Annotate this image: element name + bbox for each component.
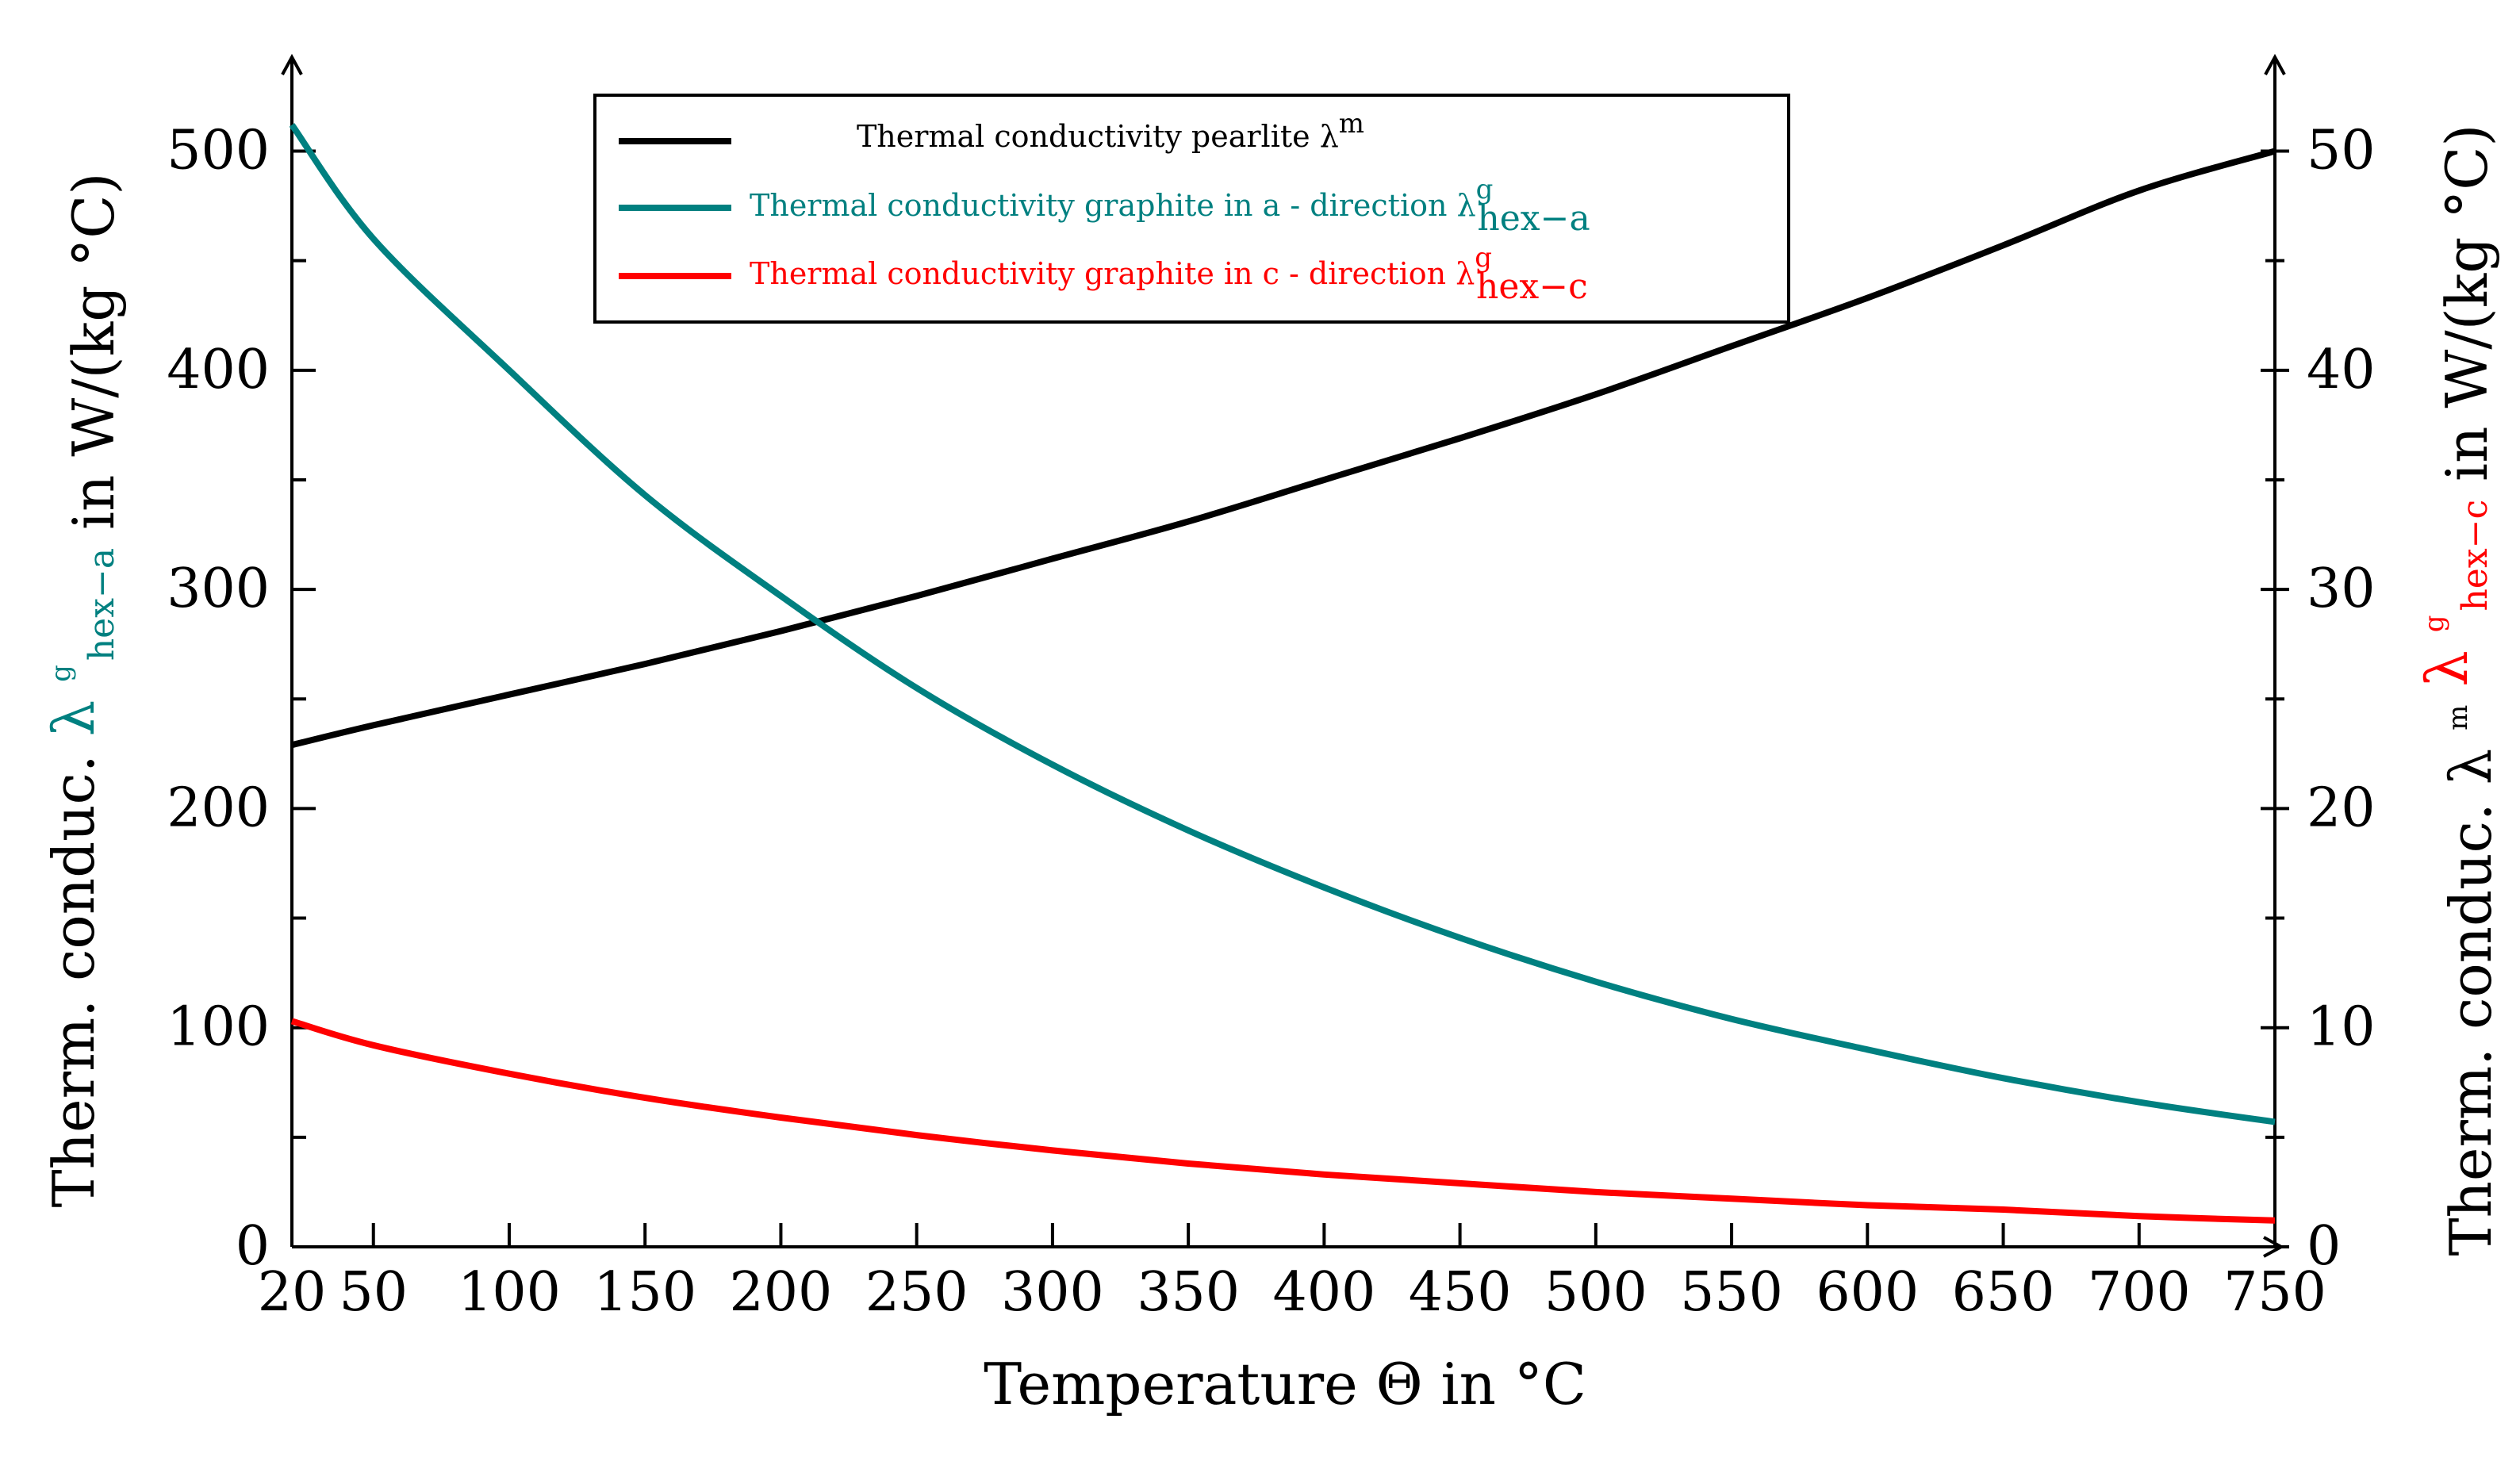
series-line-graphite-c [290, 1018, 2276, 1224]
y-right-title-symbol2-sub: hex−c [2455, 500, 2495, 612]
y-left-tick-label: 400 [167, 339, 270, 401]
x-tick-label: 300 [1001, 1261, 1104, 1324]
x-tick-label: 100 [458, 1261, 561, 1324]
x-tick-label: 50 [339, 1261, 408, 1324]
legend-label-pearlite: Thermal conductivity pearlite λm [857, 108, 1364, 154]
y-right-tick-label: 0 [2307, 1215, 2341, 1278]
x-tick-label: 450 [1409, 1261, 1512, 1324]
svg-text:Therm. conduc. λ: Therm. conduc. λ m λ g hex−c in W/(kg °C… [2390, 125, 2504, 1256]
y-left-axis-title: Therm. conduc. λ g hex−a in W/(kg °C) [17, 173, 127, 1208]
x-tick-label: 650 [1952, 1261, 2055, 1324]
y-left-arrow [281, 53, 303, 75]
series-lines [289, 123, 2276, 1224]
y-left-title-suffix: in W/(kg °C) [60, 173, 127, 530]
x-tick-label: 350 [1137, 1261, 1240, 1324]
y-right-axis-title: Therm. conduc. λ m λ g hex−c in W/(kg °C… [2390, 125, 2504, 1256]
x-tick-label: 550 [1680, 1261, 1783, 1324]
x-tick-label: 700 [2088, 1261, 2191, 1324]
y-right-tick-label: 20 [2307, 777, 2376, 839]
y-right-tick-label: 50 [2307, 120, 2376, 182]
legend-label-graphite-c: Thermal conductivity graphite in c - dir… [750, 242, 1588, 307]
y-left-tick-label: 200 [167, 777, 270, 839]
x-tick-label: 400 [1272, 1261, 1375, 1324]
y-right-title-symbol1-sup: m [2442, 705, 2474, 730]
x-tick-label: 200 [730, 1261, 833, 1324]
legend-label-graphite-a: Thermal conductivity graphite in a - dir… [750, 174, 1590, 239]
x-tick-label: 500 [1544, 1261, 1647, 1324]
svg-text:Therm. conduc. λ: Therm. conduc. λ g hex−a in W/(kg °C) [17, 173, 127, 1208]
series-line-graphite-a [289, 123, 2276, 1125]
legend-box [593, 94, 1790, 324]
x-tick-label: 750 [2223, 1261, 2326, 1324]
y-right-title-suffix: in W/(kg °C) [2434, 125, 2500, 481]
legend: Thermal conductivity pearlite λm Thermal… [593, 94, 1790, 324]
y-right-tick-label: 30 [2307, 558, 2376, 620]
series-line-pearlite [291, 148, 2276, 749]
y-left-tick-label: 100 [167, 996, 270, 1059]
y-left-tick-label: 0 [236, 1215, 270, 1278]
axes [281, 53, 2286, 1258]
y-right-title-symbol2: λ [2414, 650, 2480, 687]
x-axis-title: Temperature Θ in °C [984, 1351, 1586, 1417]
y-left-title-sup: g [45, 665, 77, 682]
y-right-tick-label: 40 [2307, 339, 2376, 401]
y-left-tick-label: 500 [167, 120, 270, 182]
y-right-tick-label: 10 [2307, 996, 2376, 1059]
y-left-tick-label: 300 [167, 558, 270, 620]
ticks: 20 50 100 150 200 250 300 350 400 450 500 550 600 650… [167, 120, 2375, 1324]
x-tick-label: 600 [1816, 1261, 1919, 1324]
y-left-title-symbol: λ [40, 700, 107, 737]
y-left-title-sub: hex−a [82, 548, 122, 661]
x-tick-label: 250 [865, 1261, 968, 1324]
x-tick-label: 150 [593, 1261, 696, 1324]
y-right-title-symbol1: λ [2438, 749, 2504, 785]
y-right-arrow [2264, 53, 2286, 75]
y-left-title-prefix: Therm. conduc. [40, 754, 107, 1207]
y-right-title-prefix: Therm. conduc. [2438, 803, 2504, 1256]
y-right-title-symbol2-sup: g [2418, 615, 2450, 632]
x-tick-label: 20 [258, 1261, 327, 1324]
